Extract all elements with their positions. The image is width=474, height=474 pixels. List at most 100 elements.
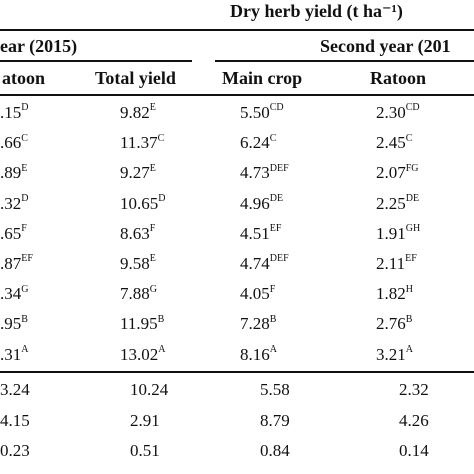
table-cell-value: .89 xyxy=(0,163,22,183)
table-cell: 9.27E xyxy=(120,163,156,183)
stat-cell: 4.15 xyxy=(0,412,30,429)
table-cell-value: 8.63 xyxy=(120,223,150,243)
table-cell: 3.21A xyxy=(376,343,413,362)
table-cell-letter: EF xyxy=(269,223,282,235)
stat-cell: 4.26 xyxy=(399,412,429,429)
table-cell: .65F xyxy=(0,223,27,242)
first-year-header: ear (2015) xyxy=(0,36,78,56)
table-cell-value: 2.76 xyxy=(376,314,406,334)
table-cell-letter: EF xyxy=(405,253,417,265)
stat-cell: 0.23 xyxy=(0,442,30,459)
table-cell: 13.02A xyxy=(120,343,166,364)
table-cell: 2.30CD xyxy=(376,102,420,122)
table-cell: 7.28B xyxy=(240,314,276,332)
table-cell: 2.45C xyxy=(376,133,412,153)
table-cell-letter: C xyxy=(21,132,28,144)
stat-cell: 0.84 xyxy=(260,442,290,459)
table-cell: .32D xyxy=(0,193,28,211)
stat-cell-value: 2.32 xyxy=(399,380,429,399)
stat-cell-value: 0.84 xyxy=(260,441,290,460)
stat-cell-value: 2.91 xyxy=(130,410,160,430)
stat-cell: 0.51 xyxy=(130,442,160,459)
table-cell: 7.88G xyxy=(120,283,157,302)
table-cell: .87EF xyxy=(0,254,33,272)
table-cell: .34G xyxy=(0,283,29,302)
table-cell: 10.65D xyxy=(120,192,166,211)
table-cell: 9.58E xyxy=(120,253,156,273)
table-cell-letter: G xyxy=(149,283,157,295)
table-cell-letter: B xyxy=(21,313,28,325)
second-year-header: Second year (201 xyxy=(320,36,451,56)
stat-cell-value: 4.26 xyxy=(399,410,429,430)
table-cell: 4.51EF xyxy=(240,223,282,243)
stat-cell: 3.24 xyxy=(0,381,30,398)
table-cell: 4.96DE xyxy=(240,192,284,213)
table-cell-letter: E xyxy=(21,162,28,174)
table-cell-value: 9.27 xyxy=(120,163,150,183)
table-cell-value: 4.05 xyxy=(240,284,270,304)
table-cell: 5.50CD xyxy=(240,102,284,121)
table-cell-value: 2.45 xyxy=(376,133,406,153)
stat-cell-value: 0.51 xyxy=(130,441,160,460)
table-cell-value: .15 xyxy=(0,103,22,122)
table-cell-value: 4.74 xyxy=(240,254,270,273)
table-cell-letter: F xyxy=(21,223,27,235)
table-cell-value: 2.25 xyxy=(376,193,406,213)
stat-cell: 8.79 xyxy=(260,412,290,429)
table-cell-value: 11.37 xyxy=(120,133,158,153)
rule-year-right xyxy=(215,60,474,62)
rule-year-left xyxy=(0,60,192,62)
table-cell-letter: FG xyxy=(405,162,419,174)
table-cell-value: 6.24 xyxy=(240,133,270,153)
table-cell-letter: G xyxy=(21,283,29,295)
stat-cell: 2.91 xyxy=(130,412,160,429)
table-cell-value: 9.58 xyxy=(120,254,150,273)
table-cell-value: 2.07 xyxy=(376,163,406,183)
table-cell-value: 4.51 xyxy=(240,223,270,243)
table-cell-value: 13.02 xyxy=(120,344,159,364)
table-cell-letter: A xyxy=(158,343,166,355)
table-cell-letter: B xyxy=(405,313,413,325)
table-cell-value: 8.16 xyxy=(240,344,270,364)
stat-cell: 2.32 xyxy=(399,381,429,398)
table-cell-letter: CD xyxy=(269,102,284,114)
table-cell-letter: E xyxy=(149,253,156,265)
table-cell-letter: B xyxy=(157,313,165,325)
table-cell-letter: DEF xyxy=(269,162,289,174)
stat-cell-value: 3.24 xyxy=(0,380,30,399)
table-cell-letter: F xyxy=(149,223,156,235)
column-header-main-crop: Main crop xyxy=(222,68,303,88)
stat-cell-value: 0.23 xyxy=(0,441,30,460)
stat-cell-value: 8.79 xyxy=(260,410,290,430)
table-cell-value: 1.82 xyxy=(376,284,406,304)
table-cell: 4.74DEF xyxy=(240,253,289,273)
table-cell-letter: E xyxy=(149,102,156,114)
table-cell: .31A xyxy=(0,344,28,364)
table-cell: 11.37C xyxy=(120,133,164,153)
table-cell-letter: H xyxy=(405,283,413,295)
table-cell-letter: DEF xyxy=(269,253,289,265)
table-cell-letter: CD xyxy=(405,102,420,114)
stat-cell-value: 10.24 xyxy=(130,380,169,399)
table-cell-value: .31 xyxy=(0,344,22,364)
table-cell: 11.95B xyxy=(120,313,165,334)
table-cell-letter: DE xyxy=(269,192,284,204)
table-cell: 2.11EF xyxy=(376,253,417,273)
table-cell: 8.16A xyxy=(240,344,277,364)
table-cell: 6.24C xyxy=(240,133,276,153)
stat-cell: 10.24 xyxy=(130,381,168,398)
stat-cell: 0.14 xyxy=(399,442,429,459)
stat-cell-value: 0.14 xyxy=(399,441,429,460)
stat-cell-value: 5.58 xyxy=(260,380,290,399)
table-cell: .95B xyxy=(0,313,28,332)
table-cell-letter: A xyxy=(405,343,413,355)
table-cell: .66C xyxy=(0,132,28,151)
table-cell-value: 2.30 xyxy=(376,103,406,122)
table-cell-value: 4.96 xyxy=(240,193,270,213)
table-cell-letter: D xyxy=(158,192,166,204)
table-cell-value: 9.82 xyxy=(120,103,150,122)
table-cell-value: 1.91 xyxy=(376,223,406,243)
table-cell-value: 2.11 xyxy=(376,254,406,273)
table-cell-value: 11.95 xyxy=(120,314,158,334)
stat-cell: 5.58 xyxy=(260,381,290,398)
